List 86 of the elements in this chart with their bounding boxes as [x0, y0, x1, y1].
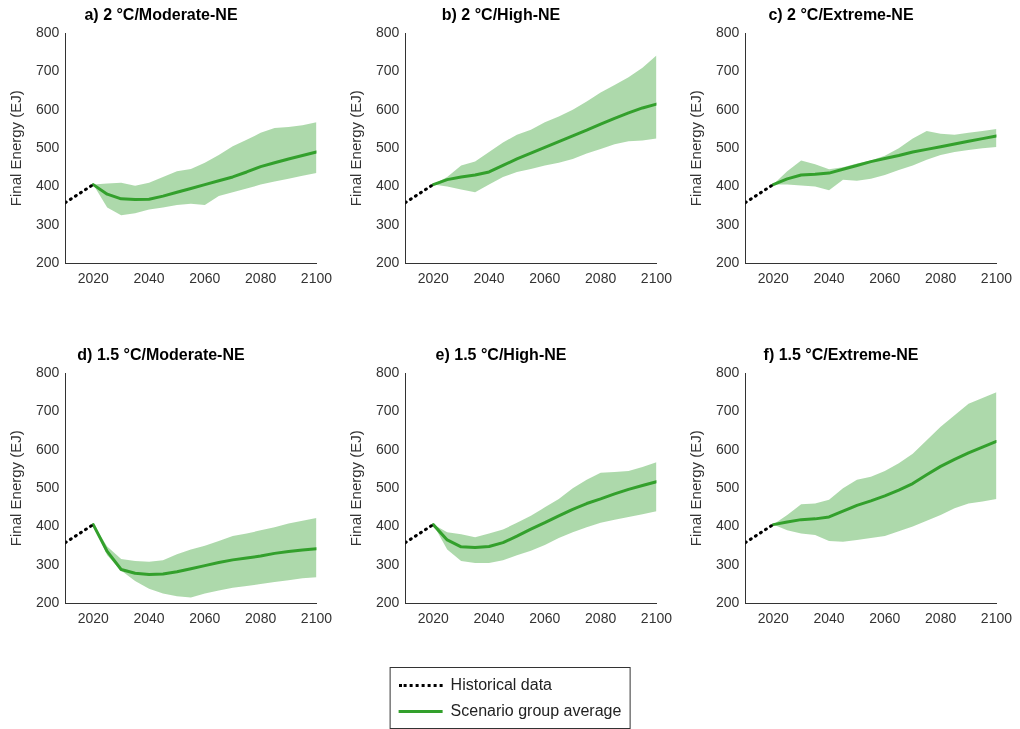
- chart-title: f) 1.5 °C/Extreme-NE: [763, 346, 919, 364]
- y-tick-label: 200: [36, 254, 60, 271]
- x-tick-label: 2040: [473, 610, 505, 627]
- x-tick-label: 2040: [133, 610, 165, 627]
- x-tick-label: 2100: [300, 270, 333, 287]
- y-tick-label: 600: [716, 440, 740, 457]
- y-tick-label: 700: [376, 402, 400, 419]
- legend-label: Scenario group average: [450, 702, 622, 720]
- x-tick-label: 2040: [473, 270, 505, 287]
- y-axis-title: Final Energy (EJ): [347, 90, 365, 207]
- y-tick-label: 300: [716, 215, 740, 232]
- y-tick-label: 800: [36, 24, 60, 41]
- y-tick-label: 200: [376, 254, 400, 271]
- y-tick-label: 700: [36, 62, 60, 79]
- y-tick-label: 300: [36, 215, 60, 232]
- x-tick-label: 2060: [529, 270, 561, 287]
- y-tick-label: 700: [716, 62, 740, 79]
- y-axis-title: Final Energy (EJ): [687, 430, 705, 547]
- x-tick-label: 2100: [640, 610, 673, 627]
- y-tick-label: 300: [376, 215, 400, 232]
- x-tick-label: 2060: [189, 270, 221, 287]
- x-tick-label: 2100: [640, 270, 673, 287]
- chart-title: e) 1.5 °C/High-NE: [435, 346, 567, 364]
- x-tick-label: 2080: [925, 270, 957, 287]
- y-tick-label: 800: [716, 364, 740, 381]
- x-tick-label: 2020: [77, 610, 110, 627]
- x-tick-label: 2040: [813, 270, 845, 287]
- y-tick-label: 600: [716, 100, 740, 117]
- y-tick-label: 400: [376, 517, 400, 534]
- y-tick-label: 300: [716, 555, 740, 572]
- x-tick-label: 2080: [925, 610, 957, 627]
- x-tick-label: 2080: [585, 270, 617, 287]
- y-axis-title: Final Energy (EJ): [7, 430, 25, 547]
- y-tick-label: 700: [376, 62, 400, 79]
- y-tick-label: 800: [376, 24, 400, 41]
- y-axis-title: Final Energy (EJ): [347, 430, 365, 547]
- y-tick-label: 200: [376, 594, 400, 611]
- x-tick-label: 2080: [245, 610, 277, 627]
- y-tick-label: 400: [36, 517, 60, 534]
- y-tick-label: 300: [36, 555, 60, 572]
- y-tick-label: 200: [716, 594, 740, 611]
- y-tick-label: 400: [376, 177, 400, 194]
- y-tick-label: 800: [36, 364, 60, 381]
- y-axis-title: Final Energy (EJ): [687, 90, 705, 207]
- chart-title: d) 1.5 °C/Moderate-NE: [77, 346, 245, 364]
- x-tick-label: 2040: [133, 270, 165, 287]
- y-tick-label: 800: [376, 364, 400, 381]
- chart-title: a) 2 °C/Moderate-NE: [84, 6, 238, 24]
- x-tick-label: 2100: [980, 610, 1013, 627]
- x-tick-label: 2040: [813, 610, 845, 627]
- x-tick-label: 2060: [869, 610, 901, 627]
- y-tick-label: 600: [36, 440, 60, 457]
- y-tick-label: 300: [376, 555, 400, 572]
- x-tick-label: 2020: [417, 610, 450, 627]
- x-tick-label: 2020: [77, 270, 110, 287]
- chart-title: b) 2 °C/High-NE: [441, 6, 561, 24]
- x-tick-label: 2100: [300, 610, 333, 627]
- x-tick-label: 2020: [757, 270, 790, 287]
- chart-title: c) 2 °C/Extreme-NE: [768, 6, 914, 24]
- y-tick-label: 600: [376, 440, 400, 457]
- y-tick-label: 600: [36, 100, 60, 117]
- x-tick-label: 2060: [529, 610, 561, 627]
- y-tick-label: 500: [36, 139, 60, 156]
- x-tick-label: 2060: [869, 270, 901, 287]
- x-tick-label: 2020: [417, 270, 450, 287]
- y-tick-label: 400: [716, 177, 740, 194]
- y-tick-label: 500: [716, 479, 740, 496]
- x-tick-label: 2100: [980, 270, 1013, 287]
- y-tick-label: 500: [376, 139, 400, 156]
- legend-label: Historical data: [450, 676, 552, 694]
- x-tick-label: 2080: [585, 610, 617, 627]
- y-tick-label: 500: [716, 139, 740, 156]
- y-tick-label: 800: [716, 24, 740, 41]
- y-tick-label: 200: [36, 594, 60, 611]
- y-tick-label: 700: [36, 402, 60, 419]
- y-tick-label: 400: [36, 177, 60, 194]
- x-tick-label: 2020: [757, 610, 790, 627]
- y-tick-label: 200: [716, 254, 740, 271]
- y-tick-label: 500: [376, 479, 400, 496]
- y-tick-label: 700: [716, 402, 740, 419]
- y-tick-label: 400: [716, 517, 740, 534]
- y-axis-title: Final Energy (EJ): [7, 90, 25, 207]
- x-tick-label: 2060: [189, 610, 221, 627]
- y-tick-label: 600: [376, 100, 400, 117]
- x-tick-label: 2080: [245, 270, 277, 287]
- y-tick-label: 500: [36, 479, 60, 496]
